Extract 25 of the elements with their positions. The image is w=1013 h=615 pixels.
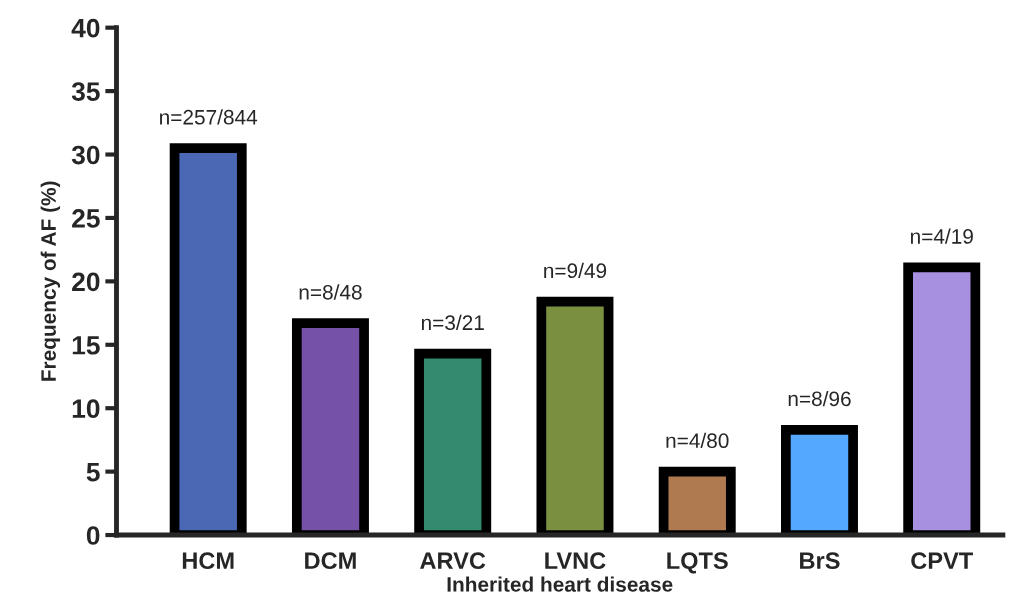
x-axis-title: Inherited heart disease: [447, 576, 673, 592]
data-label: n=257/844: [160, 109, 258, 125]
y-tick-label: 20: [72, 272, 100, 292]
y-tick-label: 0: [86, 526, 100, 545]
data-label: n=8/96: [788, 390, 851, 407]
data-label: n=8/48: [299, 284, 362, 300]
x-tick-label: BrS: [800, 552, 840, 570]
data-label: n=3/21: [421, 314, 484, 331]
data-label: n=4/80: [666, 432, 729, 449]
x-tick-label: HCM: [182, 552, 234, 570]
y-tick-label: 10: [72, 399, 100, 419]
x-tick-label: LVNC: [545, 552, 606, 570]
y-tick-label: 40: [71, 18, 100, 38]
x-tick-label: ARVC: [420, 552, 486, 570]
y-tick-label: 15: [72, 336, 100, 355]
data-label: n=9/49: [544, 262, 607, 279]
data-label: n=4/19: [910, 228, 973, 244]
y-tick-label: 30: [71, 145, 100, 165]
y-tick-label: 35: [71, 82, 100, 101]
x-tick-label: DCM: [305, 552, 356, 570]
y-tick-label: 5: [86, 463, 100, 482]
y-axis-title: Frequency of AF (%): [40, 181, 61, 381]
x-tick-label: LQTS: [667, 552, 728, 574]
x-tick-label: CPVT: [911, 552, 973, 570]
y-tick-label: 25: [72, 209, 100, 228]
